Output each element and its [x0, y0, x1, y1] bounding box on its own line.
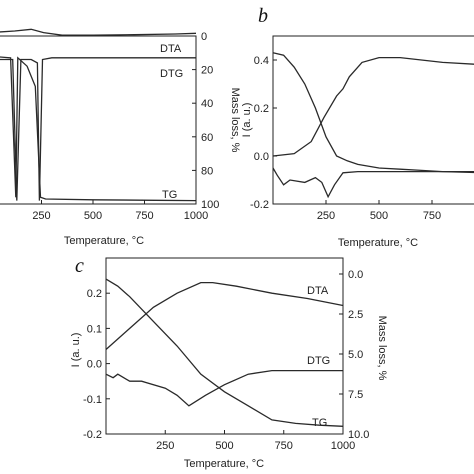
series-line-curve-2	[272, 56, 474, 157]
series-line-curve-1	[272, 52, 474, 174]
x-tick-label: 250	[32, 210, 50, 222]
panel-a-label-dta: DTA	[160, 43, 182, 55]
right-tick-label: 5.0	[348, 349, 363, 361]
panel-c-y-axis-title: I (a. u.)	[70, 333, 82, 368]
panel-a-label-dtg: DTG	[160, 68, 183, 80]
panel-c-x-axis-title: Temperature, °C	[184, 458, 264, 470]
x-tick-label: 750	[423, 210, 441, 222]
right-tick-label: 40	[201, 98, 213, 110]
right-tick-label: 0.0	[348, 269, 363, 281]
panel-b-x-axis-title: Temperature, °C	[338, 237, 418, 249]
right-tick-label: 10.0	[348, 429, 369, 441]
right-tick-label: 60	[201, 132, 213, 144]
series-line-dta	[0, 28, 197, 36]
panel-c-letter: c	[75, 255, 84, 277]
panel-b-curves	[272, 52, 474, 199]
panel-c-label-dta: DTA	[307, 285, 329, 297]
y-tick-label: 0.0	[87, 359, 102, 371]
y-tick-label: -0.1	[83, 394, 102, 406]
panel-c-right-axis-title: Mass loss, %	[376, 316, 388, 381]
panel-a-label-tg: TG	[162, 189, 177, 201]
y-tick-label: -0.2	[83, 429, 102, 441]
x-tick-label: 250	[156, 440, 174, 452]
series-line-tg	[0, 56, 197, 202]
panel-b-y-axis-title: I (a. u.)	[241, 103, 253, 138]
x-tick-label: 250	[317, 210, 335, 222]
panel-a-right-axis-title: Mass loss, %	[229, 88, 241, 153]
panel-c-label-dtg: DTG	[307, 355, 330, 367]
series-line-dtg	[0, 57, 196, 201]
panel-c-label-tg: TG	[312, 417, 327, 429]
panel-c-ticks: 250 500 750 1000 -0.2 -0.1 0.0 0.1 0.2 0.0 2.5 5.0 7…	[83, 269, 369, 452]
series-line-dta	[105, 281, 344, 350]
series-line-curve-3	[272, 167, 474, 199]
right-tick-label: 7.5	[348, 389, 363, 401]
y-tick-label: 0.0	[254, 151, 269, 163]
series-line-tg	[105, 278, 344, 427]
panel-c-curves	[105, 278, 344, 427]
y-tick-label: 0.2	[254, 103, 269, 115]
panel-a-curves	[0, 28, 197, 202]
right-tick-label: 2.5	[348, 309, 363, 321]
panel-a-frame	[0, 35, 197, 205]
panel-b: b 250 500 750 -0.2 0.0 0.2 0.4 Temperature, °C…	[241, 5, 474, 249]
right-tick-label: 0	[201, 31, 207, 43]
panel-a-ticks: 250 500 750 1000 0 20 40 60 80 100	[32, 31, 219, 222]
x-tick-label: 750	[135, 210, 153, 222]
y-tick-label: 0.4	[254, 55, 269, 67]
panel-a: 250 500 750 1000 0 20 40 60 80 100 DTA DTG TG Tem…	[0, 28, 241, 247]
panel-b-ticks: 250 500 750 -0.2 0.0 0.2 0.4	[250, 55, 441, 222]
right-tick-label: 100	[201, 199, 219, 211]
x-tick-label: 1000	[184, 210, 208, 222]
x-tick-label: 1000	[331, 440, 355, 452]
x-tick-label: 750	[275, 440, 293, 452]
panel-c: c 250 500 750 1000 -0.2 -0.1 0.0 0.1 0.2 0.0 2.5 5.…	[70, 255, 388, 470]
panel-b-frame	[272, 35, 474, 205]
panel-a-x-axis-title: Temperature, °C	[64, 235, 144, 247]
x-tick-label: 500	[215, 440, 233, 452]
series-line-dtg	[105, 369, 343, 407]
y-tick-label: 0.2	[87, 288, 102, 300]
right-tick-label: 20	[201, 65, 213, 77]
panel-b-letter: b	[258, 5, 268, 27]
x-tick-label: 500	[84, 210, 102, 222]
x-tick-label: 500	[370, 210, 388, 222]
y-tick-label: -0.2	[250, 199, 269, 211]
y-tick-label: 0.1	[87, 323, 102, 335]
right-tick-label: 80	[201, 165, 213, 177]
